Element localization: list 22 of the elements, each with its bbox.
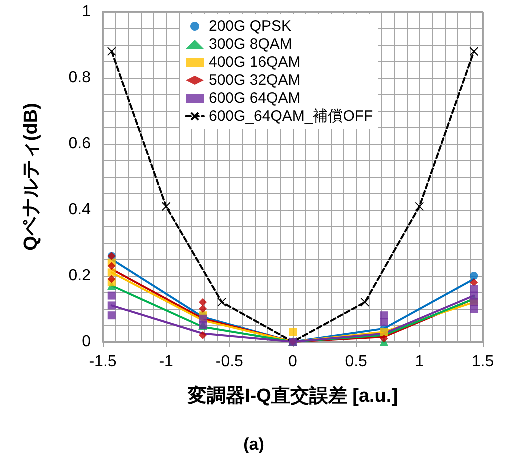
legend-label: 600G_64QAM_補償OFF [209, 108, 374, 125]
legend-label: 200G QPSK [209, 18, 292, 35]
x-tick-label: 1 [415, 354, 424, 370]
x-tick-label: -1 [159, 354, 174, 370]
x-tick-label: 1.5 [472, 354, 494, 370]
text: (a) [244, 435, 264, 454]
y-tick-label: 0.6 [68, 136, 92, 152]
x-tick-label: 0.5 [345, 354, 368, 370]
legend-label: 300G 8QAM [209, 36, 292, 53]
y-tick-label: 0 [82, 334, 92, 350]
y-tick-label: 0.8 [68, 70, 92, 86]
x-axis-title: 変調器I-Q直交誤差 [a.u.] [186, 385, 398, 407]
y-tick-label: 1 [82, 4, 92, 20]
x-tick-label: -0.5 [216, 354, 244, 370]
y-tick-label: 0.2 [68, 268, 92, 284]
legend-label: 600G 64QAM [209, 90, 301, 107]
y-axis-title: Qペナルティ(dB) [21, 103, 42, 251]
legend-label: 400G 16QAM [209, 54, 301, 71]
legend-label: 500G 32QAM [209, 72, 301, 89]
x-tick-label: -1.5 [89, 354, 117, 370]
x-tick-label: 0 [288, 354, 298, 370]
y-tick-label: 0.4 [68, 202, 92, 218]
